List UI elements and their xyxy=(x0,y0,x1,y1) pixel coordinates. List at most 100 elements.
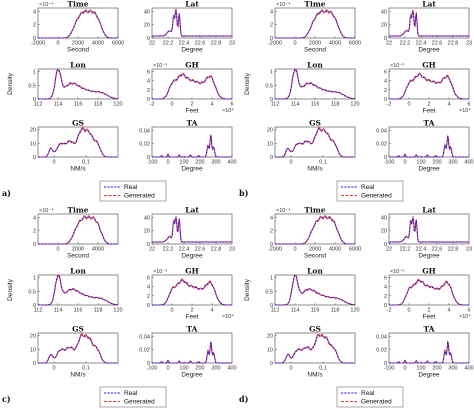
x-axis-label: Degree xyxy=(418,253,440,260)
x-tick-label: 0 xyxy=(289,160,292,166)
x-tick-label: 4 xyxy=(210,102,213,108)
subplot-title: TA xyxy=(187,119,198,128)
x-tick-label: 6 xyxy=(230,102,233,108)
x-tick-label: 22.8 xyxy=(211,247,222,253)
y-tick-label: 20 xyxy=(381,229,387,235)
y-tick-label: 40 xyxy=(144,215,150,221)
series-real xyxy=(38,274,118,306)
y-tick-label: 2 xyxy=(270,23,273,29)
y-tick-label: 0.5 xyxy=(265,289,273,295)
y-tick-label: 0 xyxy=(270,36,273,42)
x-tick-label: 300 xyxy=(211,366,220,372)
y-multiplier: ×10⁻⁴ xyxy=(39,1,54,8)
legend: Real Generated xyxy=(99,386,167,408)
x-tick-label: 0 xyxy=(403,366,406,372)
y-tick-label: 20 xyxy=(267,128,273,134)
y-tick-label: 0.04 xyxy=(139,128,150,134)
x-tick-label: 2 xyxy=(190,308,193,314)
y-multiplier: ×10⁻⁵ xyxy=(153,62,168,69)
y-tick-label: 0 xyxy=(33,97,36,103)
x-tick-label: 116 xyxy=(311,102,320,108)
x-tick-label: 4 xyxy=(210,308,213,314)
y-tick-label: 2 xyxy=(384,88,387,94)
subplot-title: GH xyxy=(422,267,436,276)
subplot-lon: Lon 112 114 116 118 120 0 0.5 1 xyxy=(28,61,122,108)
x-tick-label: 112 xyxy=(34,102,43,108)
y-tick-label: 2 xyxy=(270,229,273,235)
series-generated xyxy=(152,134,232,158)
y-tick-label: 20 xyxy=(30,334,36,340)
y-tick-label: 0 xyxy=(270,303,273,309)
y-tick-label: 0.5 xyxy=(28,289,36,295)
series-real xyxy=(389,74,469,100)
series-generated xyxy=(389,278,469,306)
y-tick-label: 40 xyxy=(381,215,387,221)
y-tick-label: 4 xyxy=(270,215,273,221)
series-real xyxy=(389,10,469,37)
y-tick-label: 0 xyxy=(270,242,273,248)
subplot-title: Lon xyxy=(307,61,323,70)
y-tick-label: 0.5 xyxy=(265,83,273,89)
axes-box xyxy=(37,7,119,39)
y-tick-label: 4 xyxy=(33,215,36,221)
y-tick-label: 6 xyxy=(384,69,387,75)
x-tick-label: 120 xyxy=(113,102,122,108)
x-tick-label: 6 xyxy=(467,308,470,314)
x-tick-label: 0 xyxy=(407,308,410,314)
x-tick-label: 0 xyxy=(52,366,55,372)
y-tick-label: 20 xyxy=(381,23,387,29)
x-tick-label: 0 xyxy=(293,41,296,47)
series-generated xyxy=(388,9,470,37)
series-generated xyxy=(275,215,355,245)
x-multiplier: ×10⁴ xyxy=(222,107,234,114)
series-generated xyxy=(275,126,355,158)
x-tick-label: 22.6 xyxy=(195,41,206,47)
x-axis-label: NM/s xyxy=(307,372,323,379)
y-tick-label: 0.5 xyxy=(28,83,36,89)
series-generated xyxy=(151,217,233,243)
subplot-title: TA xyxy=(424,119,435,128)
panel-label: a) xyxy=(2,188,11,198)
series-generated xyxy=(275,9,355,39)
x-tick-label: 0.1 xyxy=(319,366,327,372)
subplot-title: TA xyxy=(424,325,435,334)
x-tick-label: 0 xyxy=(407,102,410,108)
legend-real-label: Real xyxy=(361,184,375,191)
axes-box xyxy=(274,126,356,158)
series-generated xyxy=(38,9,118,39)
series-real xyxy=(38,216,118,245)
x-tick-label: 0 xyxy=(293,247,296,253)
y-tick-label: 4 xyxy=(147,79,150,85)
x-axis-label: Degree xyxy=(181,253,203,260)
y-multiplier: ×10⁻⁵ xyxy=(390,268,405,275)
axes-box xyxy=(388,274,470,306)
y-tick-label: 0 xyxy=(147,97,150,103)
y-tick-label: 40 xyxy=(381,9,387,15)
y-tick-label: 0.02 xyxy=(376,142,387,148)
series-real xyxy=(275,274,355,306)
legend-real-label: Real xyxy=(361,390,375,397)
y-tick-label: 4 xyxy=(147,285,150,291)
x-tick-label: 0 xyxy=(52,160,55,166)
panel-label: c) xyxy=(2,394,11,404)
x-tick-label: 114 xyxy=(54,308,63,314)
x-tick-label: 200 xyxy=(432,366,441,372)
x-multiplier: ×10⁴ xyxy=(222,313,234,320)
legend-generated-label: Generated xyxy=(124,399,155,406)
x-tick-label: 2 xyxy=(427,102,430,108)
x-tick-label: 114 xyxy=(291,102,300,108)
subplot-lat: Lat 22 22.2 22.4 22.6 22.8 23 0 20 40 Degree xyxy=(144,206,235,260)
x-axis-label: Second xyxy=(67,47,89,54)
x-tick-label: 22.2 xyxy=(163,41,174,47)
y-tick-label: 0 xyxy=(384,361,387,367)
x-tick-label: 22 xyxy=(386,247,392,253)
y-tick-label: 40 xyxy=(144,9,150,15)
subplot-gs: GS 0 0.1 0 10 20 NM/s xyxy=(30,325,119,379)
x-tick-label: 0 xyxy=(170,308,173,314)
x-tick-label: 400 xyxy=(227,160,236,166)
axes-box xyxy=(388,126,470,158)
